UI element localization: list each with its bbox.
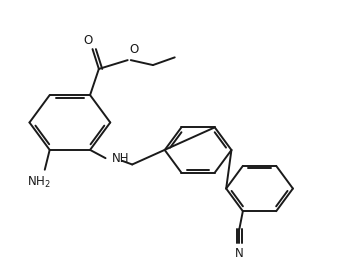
- Text: NH: NH: [112, 152, 129, 165]
- Text: NH$_2$: NH$_2$: [27, 175, 50, 190]
- Text: O: O: [83, 34, 92, 47]
- Text: O: O: [129, 43, 138, 56]
- Text: N: N: [235, 247, 244, 260]
